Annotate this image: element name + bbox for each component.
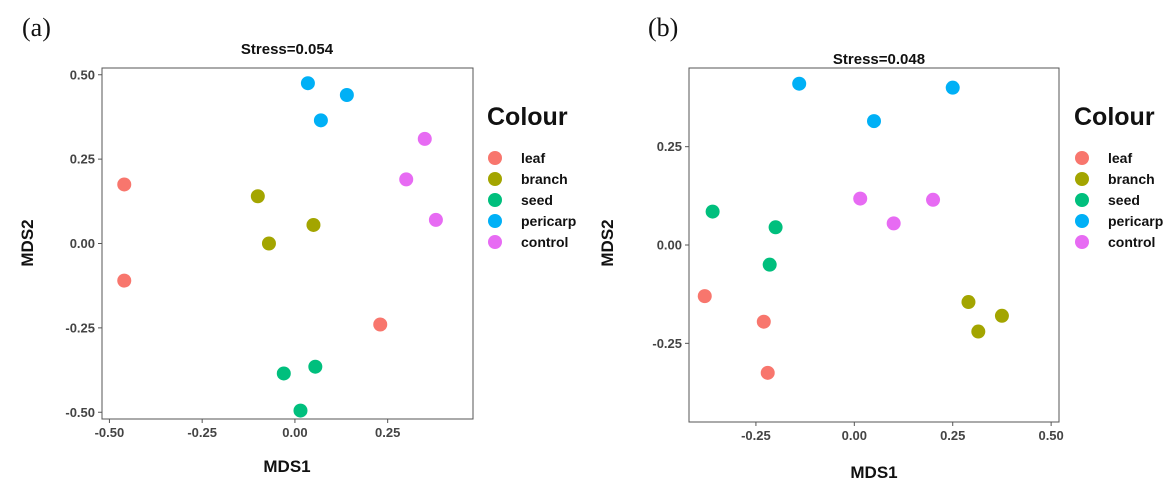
y-tick-label: 0.00 (657, 238, 682, 253)
panel-a-legend: Colour leaf branch seed pericarp control (487, 103, 576, 250)
panel-a: (a) Stress=0.054 -0.50 -0.25 0.00 0.25-0.50… (18, 13, 576, 476)
y-tick-label: 0.25 (657, 139, 682, 154)
point-pericarp (300, 76, 315, 91)
point-leaf (756, 314, 771, 329)
legend-label-seed: seed (521, 192, 553, 208)
panel-b-x-axis-title: MDS1 (850, 463, 897, 482)
panel-b-ticks: -0.25 0.00 0.25 0.50 -0.25 0.00 0.25 (652, 139, 1063, 443)
point-branch (961, 295, 976, 310)
legend-label-seed: seed (1108, 192, 1140, 208)
y-tick-label: 0.50 (70, 67, 95, 82)
y-tick-label: -0.25 (652, 336, 682, 351)
legend-label-leaf: leaf (1108, 150, 1132, 166)
x-tick-label: 0.00 (282, 425, 307, 440)
legend-key-pericarp (488, 214, 502, 228)
y-tick-label: 0.25 (70, 152, 95, 167)
x-tick-label: -0.50 (95, 425, 125, 440)
point-seed (293, 403, 308, 418)
point-pericarp (313, 113, 328, 128)
legend-key-branch (1075, 172, 1089, 186)
y-tick-label: -0.50 (65, 405, 95, 420)
panel-a-y-axis-title: MDS2 (18, 219, 37, 266)
x-tick-label: 0.25 (940, 428, 965, 443)
point-pericarp (792, 76, 807, 91)
legend-key-control (1075, 235, 1089, 249)
point-seed (768, 220, 783, 235)
panel-a-label: (a) (22, 13, 51, 42)
panel-a-title: Stress=0.054 (241, 41, 334, 58)
legend-key-control (488, 235, 502, 249)
legend-label-pericarp: pericarp (1108, 213, 1163, 229)
point-control (417, 131, 432, 146)
x-tick-label: 0.50 (1038, 428, 1063, 443)
point-control (399, 172, 414, 187)
point-leaf (760, 365, 775, 380)
legend-label-branch: branch (1108, 171, 1155, 187)
point-leaf (117, 273, 132, 288)
y-tick-label: -0.25 (65, 320, 95, 335)
legend-label-control: control (521, 234, 568, 250)
x-tick-label: -0.25 (187, 425, 217, 440)
point-control (926, 192, 941, 207)
point-pericarp (945, 80, 960, 95)
panel-a-legend-title: Colour (487, 103, 568, 131)
panel-b-y-axis-title: MDS2 (598, 219, 617, 266)
panel-b-label: (b) (648, 13, 678, 42)
y-tick-label: 0.00 (70, 236, 95, 251)
x-tick-label: 0.00 (842, 428, 867, 443)
point-branch (971, 324, 986, 339)
legend-label-leaf: leaf (521, 150, 545, 166)
point-control (428, 212, 443, 227)
legend-key-pericarp (1075, 214, 1089, 228)
x-tick-label: 0.25 (375, 425, 400, 440)
panel-b-legend-title: Colour (1074, 103, 1155, 131)
panel-b-legend: Colour leaf branch seed pericarp control (1074, 103, 1163, 250)
panel-a-x-axis-title: MDS1 (263, 457, 310, 476)
point-seed (762, 257, 777, 272)
point-pericarp (339, 88, 354, 102)
point-leaf (117, 177, 132, 192)
point-seed (308, 359, 323, 374)
point-branch (250, 189, 265, 204)
panel-a-plot-area (101, 67, 474, 420)
point-seed (276, 366, 291, 381)
point-seed (705, 204, 720, 219)
panel-b-title: Stress=0.048 (833, 51, 925, 68)
legend-key-seed (488, 193, 502, 207)
panel-a-points (117, 76, 443, 418)
legend-key-leaf (488, 151, 502, 165)
legend-key-branch (488, 172, 502, 186)
legend-label-pericarp: pericarp (521, 213, 576, 229)
point-pericarp (867, 114, 881, 129)
point-control (853, 191, 868, 206)
legend-label-branch: branch (521, 171, 568, 187)
point-control (886, 216, 901, 231)
panel-b-points (697, 76, 1009, 380)
panel-a-ticks: -0.50 -0.25 0.00 0.25 -0.50 -0.25 0.00 0.25 0.50 (65, 67, 400, 440)
point-branch (994, 308, 1009, 323)
legend-key-leaf (1075, 151, 1089, 165)
point-leaf (373, 317, 388, 332)
x-tick-label: -0.25 (741, 428, 771, 443)
legend-key-seed (1075, 193, 1089, 207)
point-branch (261, 236, 276, 251)
panel-b: (b) Stress=0.048 -0.25 0.00 0.25 0.50 -0.25 0… (598, 13, 1163, 482)
point-leaf (697, 289, 712, 304)
point-branch (306, 217, 321, 232)
legend-label-control: control (1108, 234, 1155, 250)
